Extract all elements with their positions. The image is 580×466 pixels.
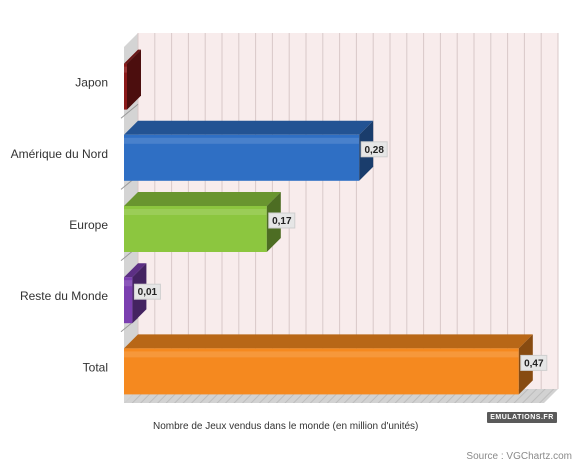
category-label: Amérique du Nord bbox=[11, 147, 108, 161]
value-label: 0,47 bbox=[524, 358, 544, 369]
value-label: 0,17 bbox=[272, 216, 292, 227]
bar-highlight bbox=[124, 66, 127, 73]
emulations-logo: EMULATIONS.FR bbox=[487, 412, 557, 423]
value-label-box bbox=[360, 141, 388, 158]
bar-highlight bbox=[124, 137, 360, 144]
bar-top-face bbox=[124, 334, 533, 349]
source-credit: Source : VGChartz.com bbox=[466, 451, 572, 462]
value-label-box bbox=[133, 283, 161, 300]
category-label: Reste du Monde bbox=[20, 289, 108, 303]
bar-highlight bbox=[124, 209, 267, 215]
category-label: Total bbox=[83, 360, 108, 374]
bar-2 bbox=[124, 192, 281, 252]
x-axis-title: Nombre de Jeux vendus dans le monde (en … bbox=[153, 421, 419, 432]
bar-top-face bbox=[124, 120, 374, 135]
value-label: 0,01 bbox=[138, 287, 158, 298]
bar-top-face bbox=[124, 192, 281, 206]
bar-top-face bbox=[124, 49, 141, 64]
bar-top-face bbox=[124, 263, 147, 278]
bar-front-face bbox=[124, 63, 127, 110]
bar-highlight bbox=[124, 280, 133, 287]
bar-4 bbox=[124, 334, 533, 395]
category-tick bbox=[120, 103, 139, 119]
value-label: 0,28 bbox=[364, 145, 384, 156]
bar-end-face bbox=[127, 49, 141, 110]
category-label: Europe bbox=[69, 218, 108, 232]
bar-1 bbox=[124, 120, 374, 181]
bar-front-face bbox=[124, 277, 133, 324]
bar-highlight bbox=[124, 351, 519, 358]
bar-0 bbox=[124, 49, 141, 110]
value-label-box bbox=[268, 212, 296, 229]
category-label: Japon bbox=[75, 76, 108, 90]
category-labels: Japon Amérique du Nord 0,28 Europe 0,17 Reste… bbox=[11, 76, 548, 374]
value-label-box bbox=[520, 354, 548, 371]
